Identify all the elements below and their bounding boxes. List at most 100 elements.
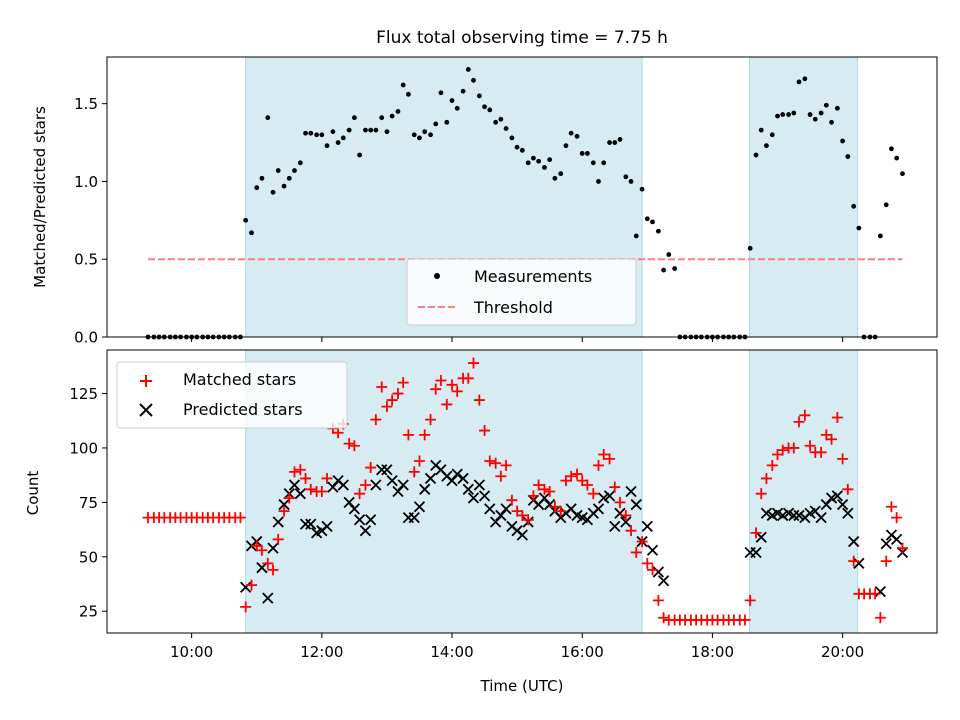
measurement-point [498,116,504,122]
predicted-star-point [750,546,762,559]
predicted-star-point [760,507,773,519]
measurement-point [286,175,292,181]
measurement-point [406,91,411,97]
bottom-x-ticks: 10:00 12:00 14:00 16:00 18:00 20:00 [170,633,864,661]
measurement-point [275,168,281,173]
predicted-star-point [272,516,284,528]
measurement-point [471,77,476,83]
predicted-star-point [495,509,507,522]
legend-predicted-marker [139,403,153,417]
measurement-point [791,110,797,116]
measurement-point [249,230,254,236]
measurement-point [346,127,352,133]
matched-star-point [300,472,312,484]
matched-star-point [413,455,425,467]
matched-star-point [354,488,366,500]
matched-star-point [256,544,268,556]
matched-star-point [571,468,583,480]
predicted-star-point [848,535,860,548]
legend-predicted-label: Predicted stars [183,400,303,419]
predicted-star-point [353,514,366,526]
measurement-point [775,113,780,119]
matched-star-point [793,416,805,428]
measurement-point [422,129,428,135]
predicted-star-point [484,503,496,515]
x-tick-label: 14:00 [430,643,473,661]
matched-star-point [614,496,626,508]
matched-star-point [592,459,604,471]
y-tick-label: 100 [69,439,98,457]
measurement-point [894,155,900,161]
predicted-star-point [473,479,485,491]
matched-star-point [386,394,398,406]
matched-star-point [479,425,491,437]
predicted-star-point [462,483,474,495]
measurement-point [900,171,905,177]
measurement-point [845,154,851,159]
predicted-star-point [820,498,832,511]
measurement-point [596,179,601,184]
matched-star-point [609,481,621,493]
measurement-point [877,233,883,239]
measurement-point [389,113,395,119]
predicted-star-point [305,518,317,530]
predicted-star-point [614,507,626,519]
matched-star-point [468,357,480,369]
legend-matched-marker [140,375,152,387]
matched-star-point [527,490,539,502]
matched-star-point [381,401,393,413]
measurement-point [476,93,482,99]
matched-star-point [370,414,382,426]
measurement-point [324,143,330,149]
measurement-point [335,140,341,145]
bottom-legend: Matched stars Predicted stars [116,361,348,429]
matched-star-point [777,444,789,456]
measurement-point [764,143,769,149]
matched-star-point [446,379,458,391]
measurement-point [482,104,487,110]
measurement-point [818,110,824,116]
matched-star-point [267,564,279,576]
matched-star-point [392,388,404,400]
measurement-point [357,152,362,158]
predicted-star-point [451,468,463,480]
matched-star-point [538,483,550,495]
measurement-point [243,217,249,223]
measurement-point [438,90,444,96]
matched-star-point [842,483,854,495]
y-tick-label: 0.5 [74,251,98,269]
predicted-star-point [262,592,274,604]
top-x-ticks [191,337,844,342]
predicted-star-point [603,490,616,502]
predicted-star-point [343,496,355,509]
matched-star-point [506,494,518,506]
matched-star-point [555,505,567,517]
predicted-star-point [825,492,838,504]
measurement-point [812,116,818,122]
matched-star-point [837,453,849,465]
measurement-point [607,140,612,145]
measurement-point [612,140,618,145]
measurement-point [753,152,759,158]
measurement-point [796,79,802,85]
measurement-point [270,189,276,195]
predicted-star-point [299,518,312,530]
measurement-point [373,127,379,133]
predicted-star-point [793,509,805,522]
predicted-star-point [853,557,865,569]
measurement-point [493,119,499,125]
measurement-point [525,160,531,166]
top-panel: 0.0 0.5 1.0 1.5 Matched/Predicted stars Mea… [31,56,938,347]
y-tick-label: 1.5 [74,95,98,113]
y-tick-label: 125 [69,385,98,403]
predicted-star-point [880,538,892,550]
predicted-star-point [478,490,491,502]
matched-star-point [278,505,290,517]
predicted-star-point [278,498,290,511]
matched-star-point [272,533,284,545]
measurement-point [661,267,666,273]
measurement-point [617,137,623,142]
matched-star-point [419,429,431,441]
matched-star-point [402,429,414,441]
